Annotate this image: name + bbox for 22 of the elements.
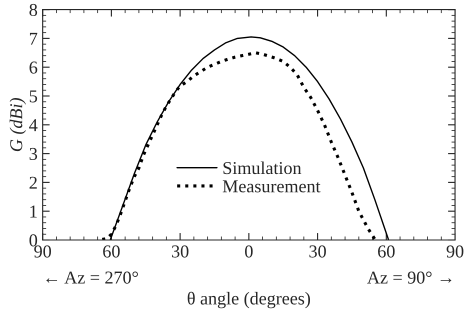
x-tick-label: 30 (172, 245, 188, 258)
y-tick-label: 5 (30, 90, 38, 102)
y-tick-label: 6 (30, 62, 38, 74)
y-tick-label: 3 (30, 148, 38, 160)
legend-label: Measurement (222, 180, 320, 192)
x-tick-label: 90 (446, 245, 464, 258)
y-tick-label: 4 (29, 119, 38, 132)
x-tick-label: 30 (309, 245, 326, 258)
y-tick-label: 0 (29, 234, 38, 246)
legend-label: Simulation (223, 161, 302, 174)
x-tick-label: 90 (34, 245, 51, 258)
x-tick-label: 60 (378, 245, 395, 258)
x-tick-label: 60 (103, 245, 120, 258)
y-axis-title: G (dBi) (10, 98, 26, 152)
x-axis-title: θ angle (degrees) (188, 292, 310, 308)
y-tick-label: 8 (29, 4, 38, 16)
y-tick-label: 7 (30, 32, 38, 45)
text: Az = 90° → (367, 272, 452, 284)
y-tick-label: 2 (30, 176, 37, 189)
text: ← Az = 270° (46, 272, 138, 284)
x-tick-label: 0 (245, 245, 253, 258)
y-tick-label: 1 (30, 206, 37, 218)
